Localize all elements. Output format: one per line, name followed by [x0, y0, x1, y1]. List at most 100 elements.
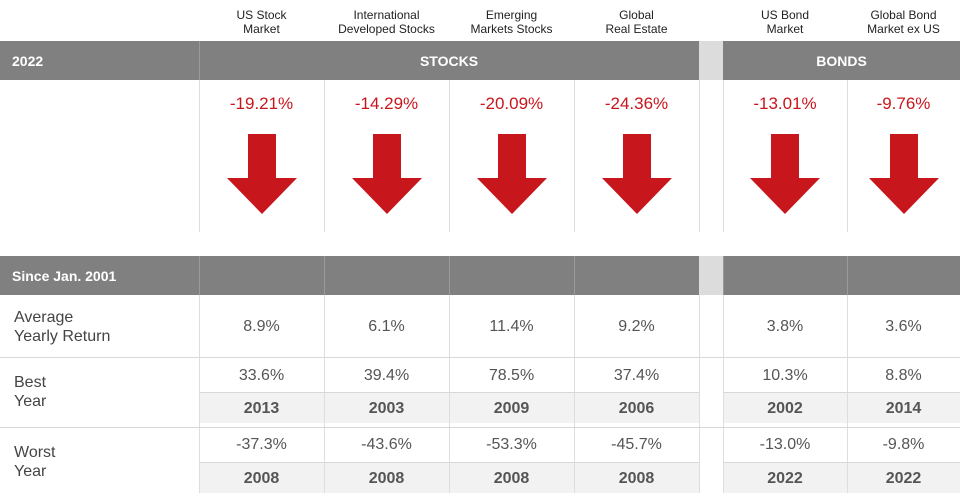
since-bar-cell — [574, 256, 699, 295]
year-label: 2022 — [12, 52, 44, 69]
down-arrow-icon — [476, 134, 547, 214]
best-year-value: 37.4% — [613, 367, 660, 384]
average-row-label: Average Yearly Return — [14, 309, 111, 345]
column-divider — [847, 295, 848, 493]
year-cell-bg — [200, 463, 324, 493]
year-cell-bg — [200, 393, 324, 423]
worst-year: 2008 — [368, 470, 405, 487]
worst-year: 2008 — [243, 470, 280, 487]
column-divider — [699, 80, 700, 232]
best-year: 2002 — [767, 400, 803, 417]
return-2022-label: -24.36% — [604, 94, 669, 113]
worst-year: 2022 — [767, 470, 803, 487]
column-divider — [723, 80, 724, 232]
bonds-group-label: BONDS — [816, 52, 867, 69]
column-divider — [199, 80, 200, 232]
column-divider — [324, 295, 325, 493]
return-2022-label: -14.29% — [354, 94, 419, 113]
worst-year-value: -45.7% — [611, 436, 662, 453]
return-2022-label: -9.76% — [876, 94, 931, 113]
year-bar — [0, 41, 199, 80]
average-return-value: 11.4% — [489, 318, 534, 335]
best-year: 2006 — [618, 400, 655, 417]
sub-row-divider — [723, 462, 960, 463]
since-bar-cell — [324, 256, 449, 295]
column-header-label: International Developed Stocks — [338, 8, 435, 36]
average-return-value: 3.8% — [766, 318, 804, 335]
best-year: 2009 — [493, 400, 530, 417]
column-divider — [723, 295, 724, 493]
worst-year-value: -53.3% — [486, 436, 537, 453]
worst-year: 2022 — [885, 470, 922, 487]
worst-year: 2008 — [618, 470, 655, 487]
return-2022-label: -20.09% — [479, 94, 544, 113]
average-return-value: 9.2% — [618, 318, 655, 335]
best-year-value: 8.8% — [885, 367, 922, 384]
worst-year-value: -9.8% — [882, 436, 925, 453]
column-header-label: US Stock Market — [236, 8, 287, 36]
column-header: US Bond Market — [713, 8, 857, 38]
column-gap — [699, 256, 723, 295]
column-header: Global Real Estate — [564, 8, 709, 38]
best-year: 2013 — [243, 400, 280, 417]
year-cell-bg — [325, 393, 449, 423]
since-bar-cell — [449, 256, 574, 295]
column-header: US Stock Market — [189, 8, 334, 38]
down-arrow-icon — [351, 134, 422, 214]
down-arrow-icon — [226, 134, 297, 214]
year-cell-bg — [724, 393, 847, 423]
column-divider — [574, 80, 575, 232]
year-cell-bg — [848, 393, 960, 423]
since-bar-cell — [847, 256, 960, 295]
best-year: 2014 — [885, 400, 922, 417]
column-divider — [324, 80, 325, 232]
sub-row-divider — [723, 392, 960, 393]
down-arrow-icon — [868, 134, 939, 214]
year-cell-bg — [575, 393, 699, 423]
sub-row-divider — [199, 462, 699, 463]
row-divider — [0, 357, 960, 358]
worst-year-value: -43.6% — [361, 436, 412, 453]
column-divider — [449, 80, 450, 232]
year-cell-bg — [450, 463, 574, 493]
column-header: Emerging Markets Stocks — [439, 8, 584, 38]
best-year-value: 10.3% — [762, 367, 808, 384]
sub-row-divider — [199, 392, 699, 393]
column-divider — [449, 295, 450, 493]
bonds-group-bar — [723, 41, 960, 80]
year-cell-bg — [450, 393, 574, 423]
column-divider — [699, 295, 700, 493]
worst-row-label: Worst Year — [14, 444, 56, 480]
best-row-label: Best Year — [14, 374, 47, 410]
average-return-value: 8.9% — [243, 318, 280, 335]
stocks-group-bar — [199, 41, 699, 80]
column-divider — [199, 295, 200, 493]
year-cell-bg — [724, 463, 847, 493]
worst-year-value: -37.3% — [236, 436, 287, 453]
column-divider — [574, 295, 575, 493]
best-year-value: 78.5% — [488, 367, 535, 384]
best-year-value: 33.6% — [238, 367, 285, 384]
down-arrow-icon — [750, 134, 820, 214]
since-bar-cell — [723, 256, 847, 295]
average-return-value: 6.1% — [368, 318, 405, 335]
year-cell-bg — [575, 463, 699, 493]
down-arrow-icon — [601, 134, 672, 214]
return-2022-label: -19.21% — [229, 94, 294, 113]
column-header: Global Bond Market ex US — [837, 8, 960, 38]
year-cell-bg — [848, 463, 960, 493]
return-2022-label: -13.01% — [753, 94, 817, 113]
since-bar — [0, 256, 199, 295]
column-gap — [699, 41, 723, 80]
since-label: Since Jan. 2001 — [12, 267, 117, 284]
since-bar-cell — [199, 256, 324, 295]
column-header: International Developed Stocks — [314, 8, 459, 38]
column-divider — [847, 80, 848, 232]
worst-year: 2008 — [493, 470, 530, 487]
average-return-value: 3.6% — [885, 318, 922, 335]
column-header-label: US Bond Market — [760, 8, 810, 36]
column-header-label: Emerging Markets Stocks — [470, 8, 553, 36]
worst-year-value: -13.0% — [759, 436, 811, 453]
stocks-group-label: STOCKS — [419, 52, 479, 69]
best-year-value: 39.4% — [363, 367, 410, 384]
